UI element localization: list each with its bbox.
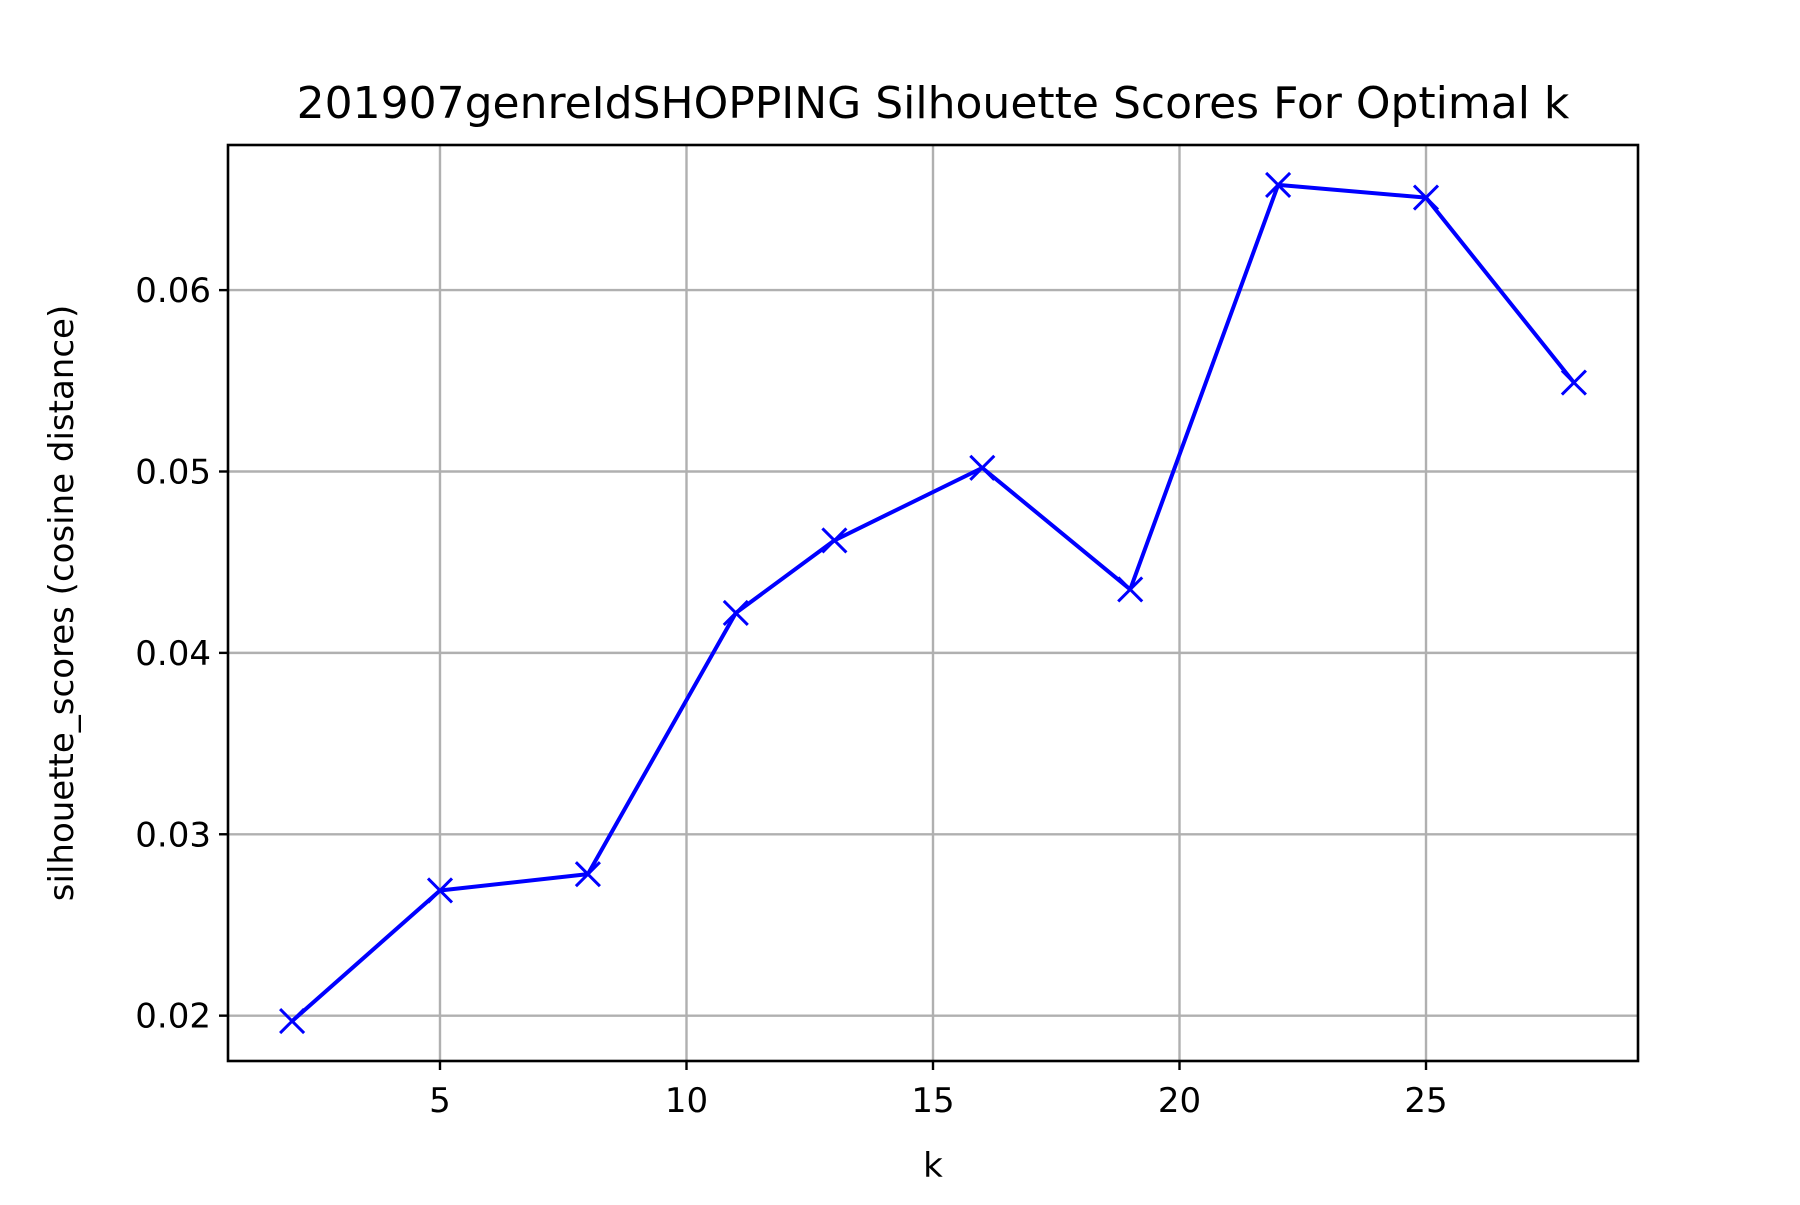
data-point-marker (574, 861, 601, 888)
y-tick-label: 0.04 (135, 634, 211, 674)
series (279, 171, 1587, 1035)
grid (228, 145, 1638, 1061)
x-tick-label: 25 (1404, 1081, 1447, 1121)
chart-title: 201907genreIdSHOPPING Silhouette Scores … (297, 78, 1570, 129)
series-line (290, 182, 1576, 1023)
y-tick-label: 0.05 (135, 452, 211, 492)
data-point-marker (1117, 576, 1144, 603)
x-tick-label: 20 (1158, 1081, 1201, 1121)
data-point-marker (1560, 369, 1587, 396)
data-point-marker (821, 527, 848, 554)
x-axis-label: k (923, 1146, 943, 1186)
y-tick-label: 0.03 (135, 815, 211, 855)
axis-ticks: 5 10 15 20 25 0.02 0.03 0.04 0.05 0.06 (135, 271, 1447, 1121)
x-tick-label: 5 (429, 1081, 451, 1121)
y-axis-label: silhouette_scores (cosine distance) (42, 305, 82, 901)
x-tick-label: 15 (911, 1081, 954, 1121)
y-tick-label: 0.06 (135, 271, 211, 311)
data-point-marker (1265, 171, 1292, 198)
x-tick-label: 10 (665, 1081, 708, 1121)
data-point-marker (279, 1008, 306, 1035)
data-point-marker (969, 454, 996, 481)
y-tick-label: 0.02 (135, 997, 211, 1037)
data-point-marker (426, 877, 454, 904)
data-point-marker (722, 599, 749, 627)
data-point-marker (1412, 184, 1440, 211)
